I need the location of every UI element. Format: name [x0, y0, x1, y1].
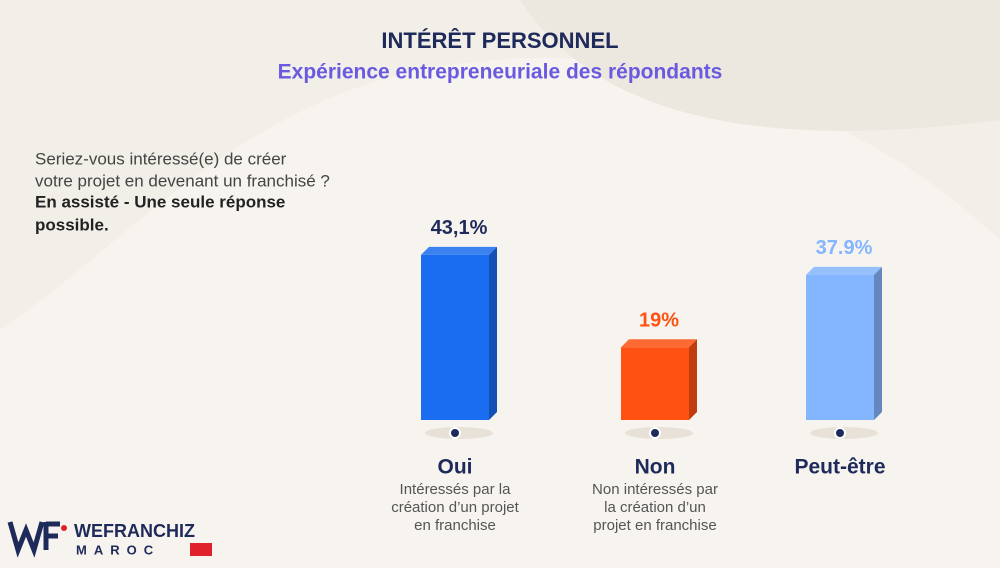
bar-top — [621, 339, 697, 348]
bar-top — [421, 246, 497, 255]
category-description: Intéressés par la — [400, 481, 512, 498]
chart-subtitle: Expérience entrepreneuriale des répondan… — [278, 61, 723, 84]
bar-side — [489, 246, 497, 420]
question: votre projet en devenant un franchisé ? — [35, 171, 330, 190]
category-label: Non — [635, 456, 676, 479]
question: Seriez-vous intéressé(e) de créer — [35, 149, 287, 168]
category-label: Peut-être — [794, 456, 885, 479]
bar-side — [874, 266, 882, 420]
chart-title: INTÉRÊT PERSONNEL — [381, 28, 618, 53]
category-label: Oui — [438, 456, 473, 479]
bar — [806, 274, 874, 420]
background-shape — [0, 57, 1000, 568]
bar-side — [689, 339, 697, 420]
logo: WEFRANCHIZ MAROC — [7, 521, 212, 558]
bar — [421, 254, 489, 420]
category-description: création d’un projet — [391, 499, 519, 516]
value-label: 37.9% — [816, 237, 873, 259]
note: En assisté - Une seule réponse — [35, 192, 285, 211]
marker-dot — [449, 427, 461, 439]
logo-mark — [43, 521, 60, 550]
value-label: 19% — [639, 310, 679, 332]
logo-country: MAROC — [76, 542, 160, 557]
note: possible. — [35, 215, 109, 234]
category-description: la création d’un — [604, 499, 706, 516]
marker-dot — [834, 427, 846, 439]
logo-dot — [61, 525, 67, 531]
logo-mark — [7, 521, 45, 558]
background-shape — [520, 0, 1000, 131]
bar-top — [806, 266, 882, 275]
category-description: Non intéressés par — [592, 481, 718, 498]
value-label: 43,1% — [431, 217, 488, 239]
category-description: projet en franchise — [593, 517, 716, 534]
bar — [621, 347, 689, 420]
logo-flag — [190, 543, 212, 556]
category-description: en franchise — [414, 517, 496, 534]
logo-name: WEFRANCHIZ — [74, 521, 195, 541]
marker-dot — [649, 427, 661, 439]
